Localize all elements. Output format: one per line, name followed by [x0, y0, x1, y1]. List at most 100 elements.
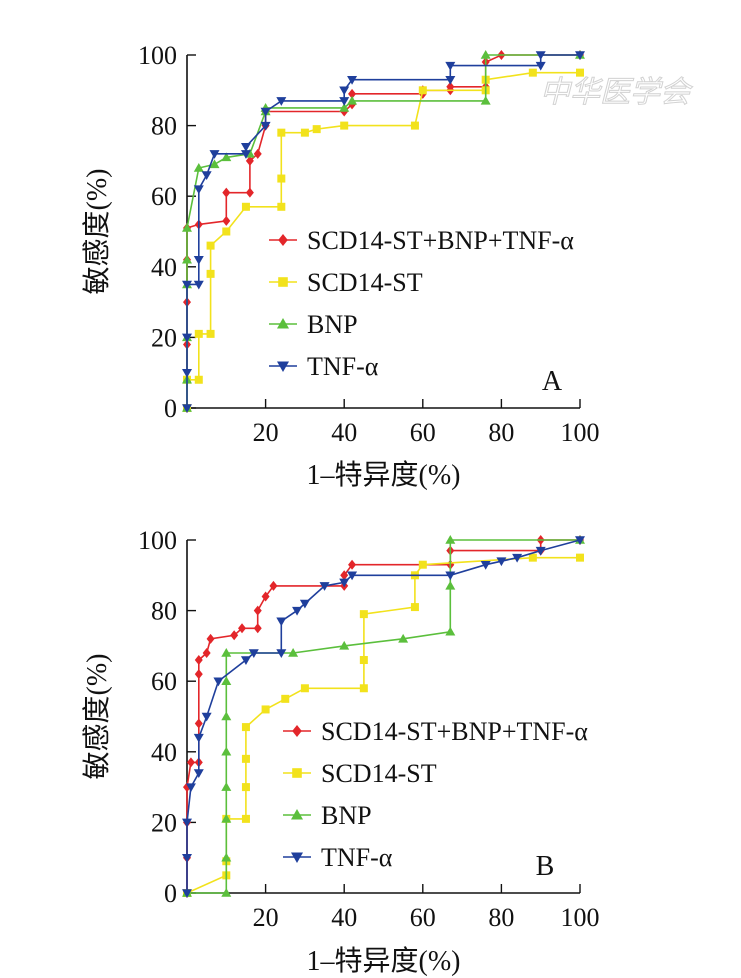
legend-marker — [291, 852, 303, 863]
legend-label: SCD14-ST+BNP+TNF-α — [321, 717, 588, 746]
data-point — [299, 599, 310, 609]
legend-marker — [278, 234, 288, 246]
data-point — [221, 676, 232, 685]
data-point — [445, 571, 456, 581]
data-point — [209, 159, 220, 169]
data-point — [182, 853, 192, 863]
data-point — [277, 202, 286, 211]
data-point — [410, 603, 419, 612]
data-point — [347, 571, 358, 581]
y-tick-label: 80 — [151, 597, 177, 626]
x-tick-label: 80 — [488, 903, 514, 932]
data-point — [194, 718, 203, 729]
data-point — [230, 630, 239, 641]
data-point — [339, 97, 350, 106]
data-point — [496, 557, 507, 567]
legend-label: SCD14-ST+BNP+TNF-α — [307, 226, 574, 255]
y-tick-label: 100 — [138, 41, 177, 70]
data-point — [194, 329, 203, 338]
data-point — [222, 215, 231, 226]
data-point — [206, 269, 215, 278]
data-point — [418, 86, 427, 95]
data-point — [347, 75, 358, 85]
data-point — [288, 647, 299, 657]
data-point — [292, 606, 303, 616]
chart-panel-b: 0 20 40 60 80 100 20 40 60 80 100 1–特异度(%) 敏感度(%) SCD… — [81, 526, 600, 977]
data-point — [261, 591, 270, 602]
data-point — [260, 107, 271, 117]
legend-label: SCD14-ST — [321, 759, 437, 788]
legend-marker — [277, 361, 289, 372]
data-point — [269, 580, 278, 591]
legend-label: SCD14-ST — [307, 268, 423, 297]
data-point — [221, 152, 232, 162]
data-point — [300, 128, 309, 137]
data-point — [339, 640, 350, 650]
data-point — [347, 95, 358, 105]
data-point — [512, 553, 523, 563]
data-point — [221, 852, 232, 862]
y-axis-title: 敏感度(%) — [81, 654, 113, 780]
y-tick-label: 100 — [138, 526, 177, 555]
data-point — [241, 202, 250, 211]
data-point — [182, 404, 192, 413]
x-tick-label: 40 — [331, 903, 357, 932]
data-point — [194, 669, 203, 680]
data-point — [446, 81, 455, 92]
data-point — [240, 150, 251, 159]
data-point — [418, 560, 427, 569]
data-point — [260, 121, 271, 131]
data-point — [340, 570, 349, 581]
data-point — [201, 171, 212, 181]
data-point — [480, 560, 491, 570]
data-point — [194, 655, 203, 666]
data-point — [221, 888, 232, 897]
data-point — [193, 769, 204, 778]
data-point — [193, 733, 204, 743]
data-point — [480, 50, 491, 59]
data-point — [206, 241, 215, 250]
data-point — [253, 605, 262, 616]
data-point — [206, 633, 215, 644]
data-point — [193, 185, 204, 195]
x-tick-label: 100 — [561, 418, 600, 447]
data-point — [182, 254, 192, 264]
data-point — [194, 375, 203, 384]
y-tick-label: 60 — [151, 182, 177, 211]
x-tick-label: 60 — [410, 418, 436, 447]
chart-panel-a: 0 20 40 60 80 100 20 40 60 80 100 1–特异度(%) 敏感度(%) SCD… — [81, 41, 600, 491]
data-point — [528, 68, 537, 77]
data-point — [241, 783, 250, 792]
legend-marker — [292, 725, 302, 737]
data-point — [222, 187, 231, 198]
data-point — [339, 578, 350, 588]
data-point — [398, 633, 409, 643]
legend: SCD14-ST+BNP+TNF-α SCD14-ST BNP TNF-α — [283, 717, 588, 872]
legend-marker — [292, 768, 302, 778]
data-point — [480, 95, 491, 105]
series-tnf-alpha — [182, 51, 585, 413]
data-point — [182, 889, 192, 898]
data-point — [182, 280, 192, 290]
data-point — [535, 546, 546, 556]
data-point — [221, 711, 232, 721]
data-point — [241, 723, 250, 732]
x-tick-label: 40 — [331, 418, 357, 447]
data-point — [277, 174, 286, 183]
data-point — [575, 536, 585, 545]
y-tick-label: 20 — [151, 808, 177, 837]
data-point — [185, 783, 196, 793]
x-tick-label: 20 — [253, 418, 279, 447]
x-tick-label: 80 — [488, 418, 514, 447]
data-point — [575, 51, 585, 60]
data-point — [241, 754, 250, 763]
data-point — [359, 656, 368, 665]
data-point — [340, 121, 349, 130]
data-point — [221, 782, 232, 791]
y-tick-label: 60 — [151, 667, 177, 696]
data-point — [193, 280, 204, 290]
data-point — [535, 61, 546, 71]
data-point — [248, 649, 259, 658]
data-point — [221, 813, 232, 823]
